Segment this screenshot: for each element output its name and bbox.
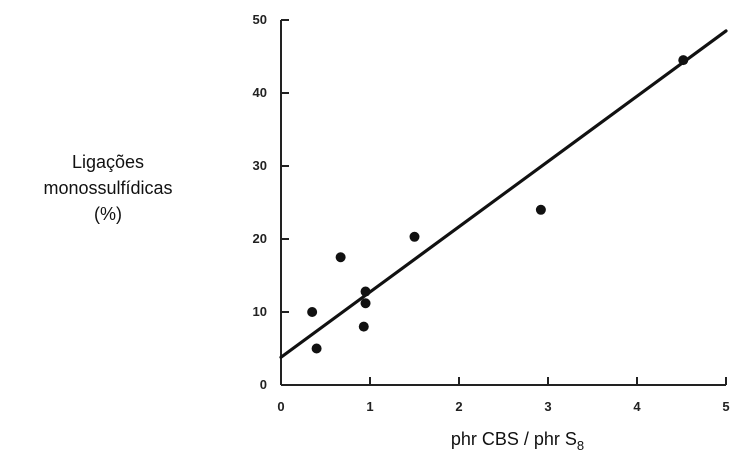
x-tick-label: 4 [633, 399, 641, 414]
x-tick-label: 2 [455, 399, 462, 414]
y-tick-label: 30 [253, 158, 267, 173]
data-point [311, 343, 322, 354]
data-point [360, 286, 371, 297]
axis-titles: phr CBS / phr S8 Ligações monossulfídicas (… [43, 152, 584, 452]
x-tick-label: 1 [366, 399, 373, 414]
ticks: 0 10 20 30 40 50 0 1 2 3 4 5 [253, 12, 730, 414]
data-point [535, 204, 546, 215]
x-tick-label: 3 [544, 399, 551, 414]
data-point [358, 321, 369, 332]
data-point [307, 307, 318, 317]
x-tick-label: 0 [277, 399, 284, 414]
data-point [409, 231, 420, 242]
x-axis-title-subscript: 8 [577, 438, 584, 452]
x-axis-title-main: phr CBS / phr S [451, 429, 577, 449]
y-tick-label: 50 [253, 12, 267, 27]
y-tick-label: 10 [253, 304, 267, 319]
y-axis-title-line: monossulfídicas [43, 178, 172, 198]
y-axis-title-line: Ligações [72, 152, 144, 172]
x-axis-title: phr CBS / phr S8 [451, 429, 584, 452]
fit-line-layer [279, 29, 728, 359]
y-tick-label: 20 [253, 231, 267, 246]
data-point [360, 298, 371, 309]
y-axis-title-line: (%) [94, 204, 122, 224]
data-points [307, 55, 689, 354]
data-point [335, 252, 346, 263]
y-tick-label: 40 [253, 85, 267, 100]
axes [280, 20, 726, 386]
data-point [678, 55, 689, 66]
x-tick-label: 5 [722, 399, 729, 414]
fit-line [279, 29, 728, 359]
y-tick-label: 0 [260, 377, 267, 392]
